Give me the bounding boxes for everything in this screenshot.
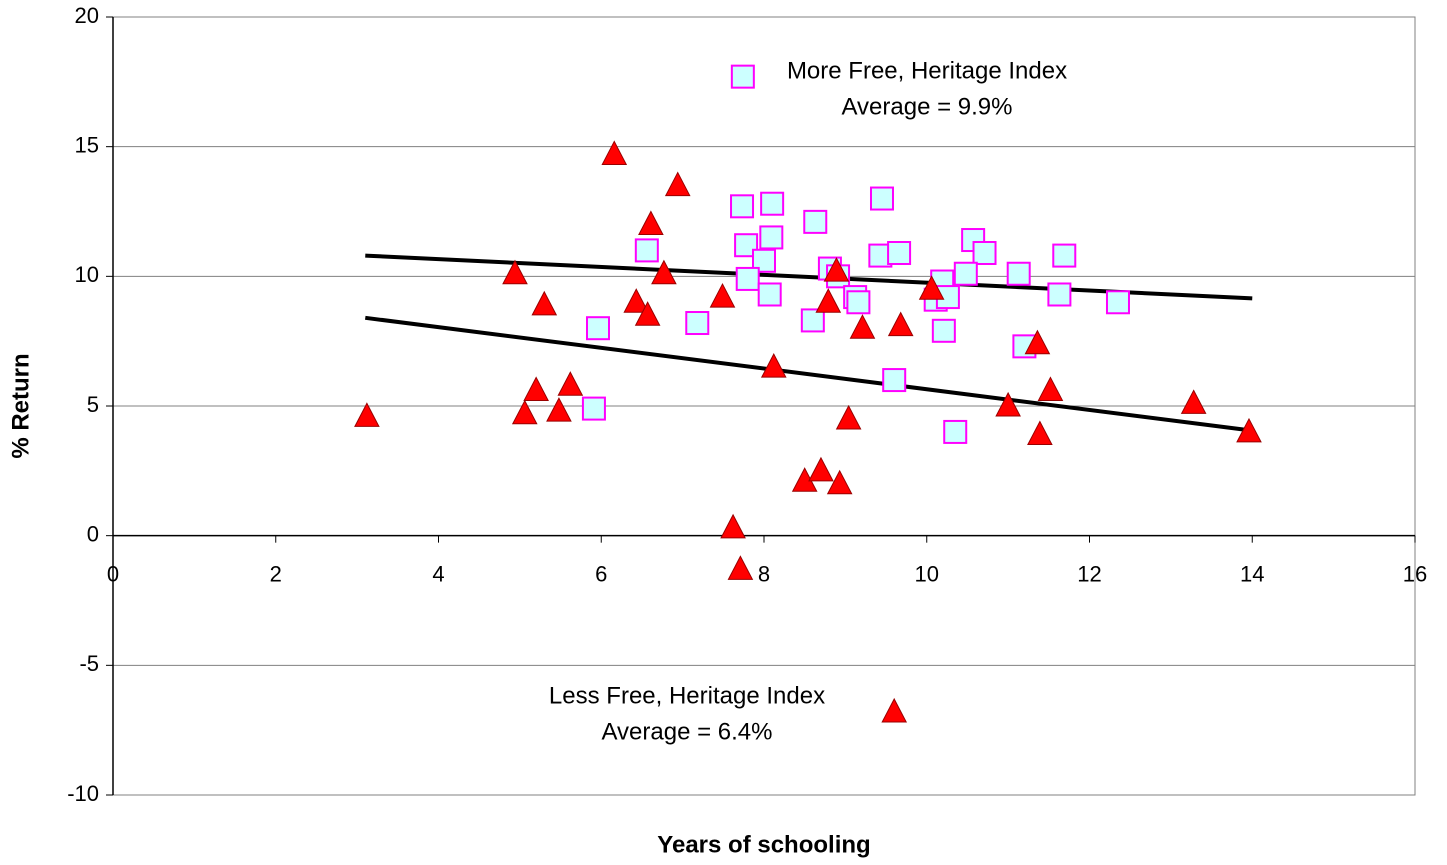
triangle-marker: [823, 257, 850, 282]
triangle-marker: [887, 311, 914, 337]
triangle-marker: [557, 371, 584, 396]
triangle-marker: [709, 282, 736, 308]
triangle-marker: [808, 456, 834, 482]
x-tick-label: 0: [107, 561, 119, 586]
y-tick-label: 20: [75, 3, 99, 28]
triangle-marker: [634, 301, 661, 326]
triangle-marker: [638, 210, 664, 235]
square-marker: [752, 248, 776, 273]
square-marker: [943, 419, 968, 444]
square-marker: [734, 233, 759, 258]
square-marker: [953, 261, 978, 286]
square-marker: [1105, 290, 1130, 315]
x-tick-label: 16: [1403, 561, 1427, 586]
x-tick-label: 6: [595, 561, 607, 586]
triangle-marker: [1037, 376, 1064, 401]
square-marker: [803, 209, 828, 234]
y-tick-label: -5: [79, 651, 99, 676]
triangle-marker: [511, 399, 538, 425]
x-tick-label: 10: [915, 561, 939, 586]
y-axis-title: % Return: [7, 353, 34, 458]
triangle-marker: [826, 469, 853, 495]
triangle-marker: [523, 376, 549, 401]
square-marker: [972, 240, 997, 265]
square-marker: [581, 396, 606, 421]
annotation: Average = 6.4%: [601, 718, 772, 745]
triangle-marker: [1236, 417, 1262, 443]
triangle-marker: [623, 288, 650, 313]
square-marker: [846, 290, 871, 315]
square-marker: [887, 240, 912, 265]
triangle-marker: [727, 555, 754, 580]
triangle-marker: [1024, 329, 1051, 355]
square-marker: [730, 194, 755, 219]
x-tick-label: 4: [432, 561, 444, 586]
triangle-marker: [918, 275, 945, 300]
annotation: More Free, Heritage Index: [787, 57, 1067, 84]
square-marker: [1047, 282, 1072, 307]
square-marker: [735, 266, 760, 291]
triangle-marker: [502, 259, 528, 285]
square-marker: [869, 186, 894, 211]
triangle-marker: [601, 140, 628, 165]
y-tick-label: 0: [87, 521, 99, 546]
square-marker: [1052, 243, 1077, 268]
triangle-marker: [651, 259, 677, 285]
y-tick-label: 10: [75, 262, 99, 287]
square-marker: [1006, 261, 1031, 286]
x-tick-label: 8: [758, 561, 770, 586]
triangle-marker: [815, 288, 842, 313]
y-tick-label: -10: [67, 781, 99, 806]
triangle-marker: [664, 171, 691, 197]
square-marker: [882, 368, 907, 393]
triangle-marker: [760, 353, 787, 378]
triangle-marker: [546, 397, 572, 422]
triangle-marker: [531, 290, 558, 316]
square-marker: [585, 316, 610, 341]
square-marker: [931, 318, 956, 343]
square-marker: [760, 191, 785, 216]
trend-line: [365, 315, 1253, 433]
annotation: Less Free, Heritage Index: [549, 682, 825, 709]
triangle-marker: [1180, 389, 1207, 414]
square-marker: [757, 282, 782, 307]
x-tick-label: 2: [270, 561, 282, 586]
y-tick-label: 5: [87, 392, 99, 417]
triangle-marker: [835, 404, 862, 430]
triangle-marker: [849, 314, 876, 339]
square-marker: [759, 225, 784, 250]
square-marker: [634, 238, 659, 263]
square-marker: [730, 64, 755, 89]
triangle-marker: [881, 697, 908, 723]
x-axis-title: Years of schooling: [657, 831, 870, 858]
triangle-marker: [354, 402, 380, 427]
square-marker: [800, 308, 825, 333]
trend-line: [365, 253, 1253, 301]
square-marker: [685, 311, 710, 336]
annotation: Average = 9.9%: [841, 93, 1012, 120]
x-tick-label: 12: [1077, 561, 1101, 586]
triangle-marker: [995, 391, 1021, 417]
triangle-marker: [720, 513, 746, 539]
y-tick-label: 15: [75, 132, 99, 157]
triangle-marker: [1027, 420, 1053, 446]
x-tick-label: 14: [1240, 561, 1264, 586]
